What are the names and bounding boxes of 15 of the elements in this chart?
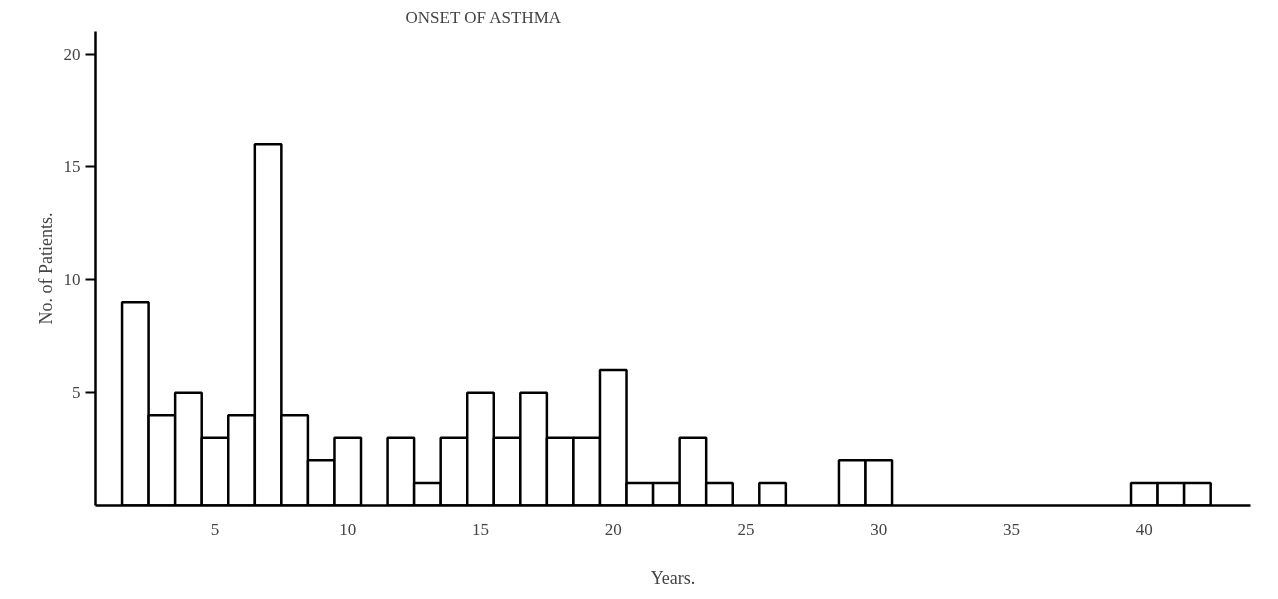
x-tick-label: 35 bbox=[1003, 519, 1021, 539]
x-tick-label: 10 bbox=[339, 519, 357, 539]
y-tick-label: 15 bbox=[63, 157, 81, 177]
y-tick-label: 20 bbox=[63, 44, 81, 64]
y-tick-label: 10 bbox=[63, 270, 81, 290]
x-tick-label: 25 bbox=[737, 519, 755, 539]
x-tick-label: 5 bbox=[210, 519, 220, 539]
x-tick-label: 30 bbox=[870, 519, 888, 539]
chart-title: ONSET OF ASTHMA bbox=[405, 7, 562, 27]
x-axis-title: Years. bbox=[650, 567, 696, 588]
x-tick-label: 40 bbox=[1135, 519, 1153, 539]
x-tick-label: 20 bbox=[604, 519, 622, 539]
y-tick-label: 5 bbox=[72, 383, 81, 403]
x-tick-label: 15 bbox=[472, 519, 489, 539]
y-axis-title: No. of Patients. bbox=[35, 212, 56, 325]
